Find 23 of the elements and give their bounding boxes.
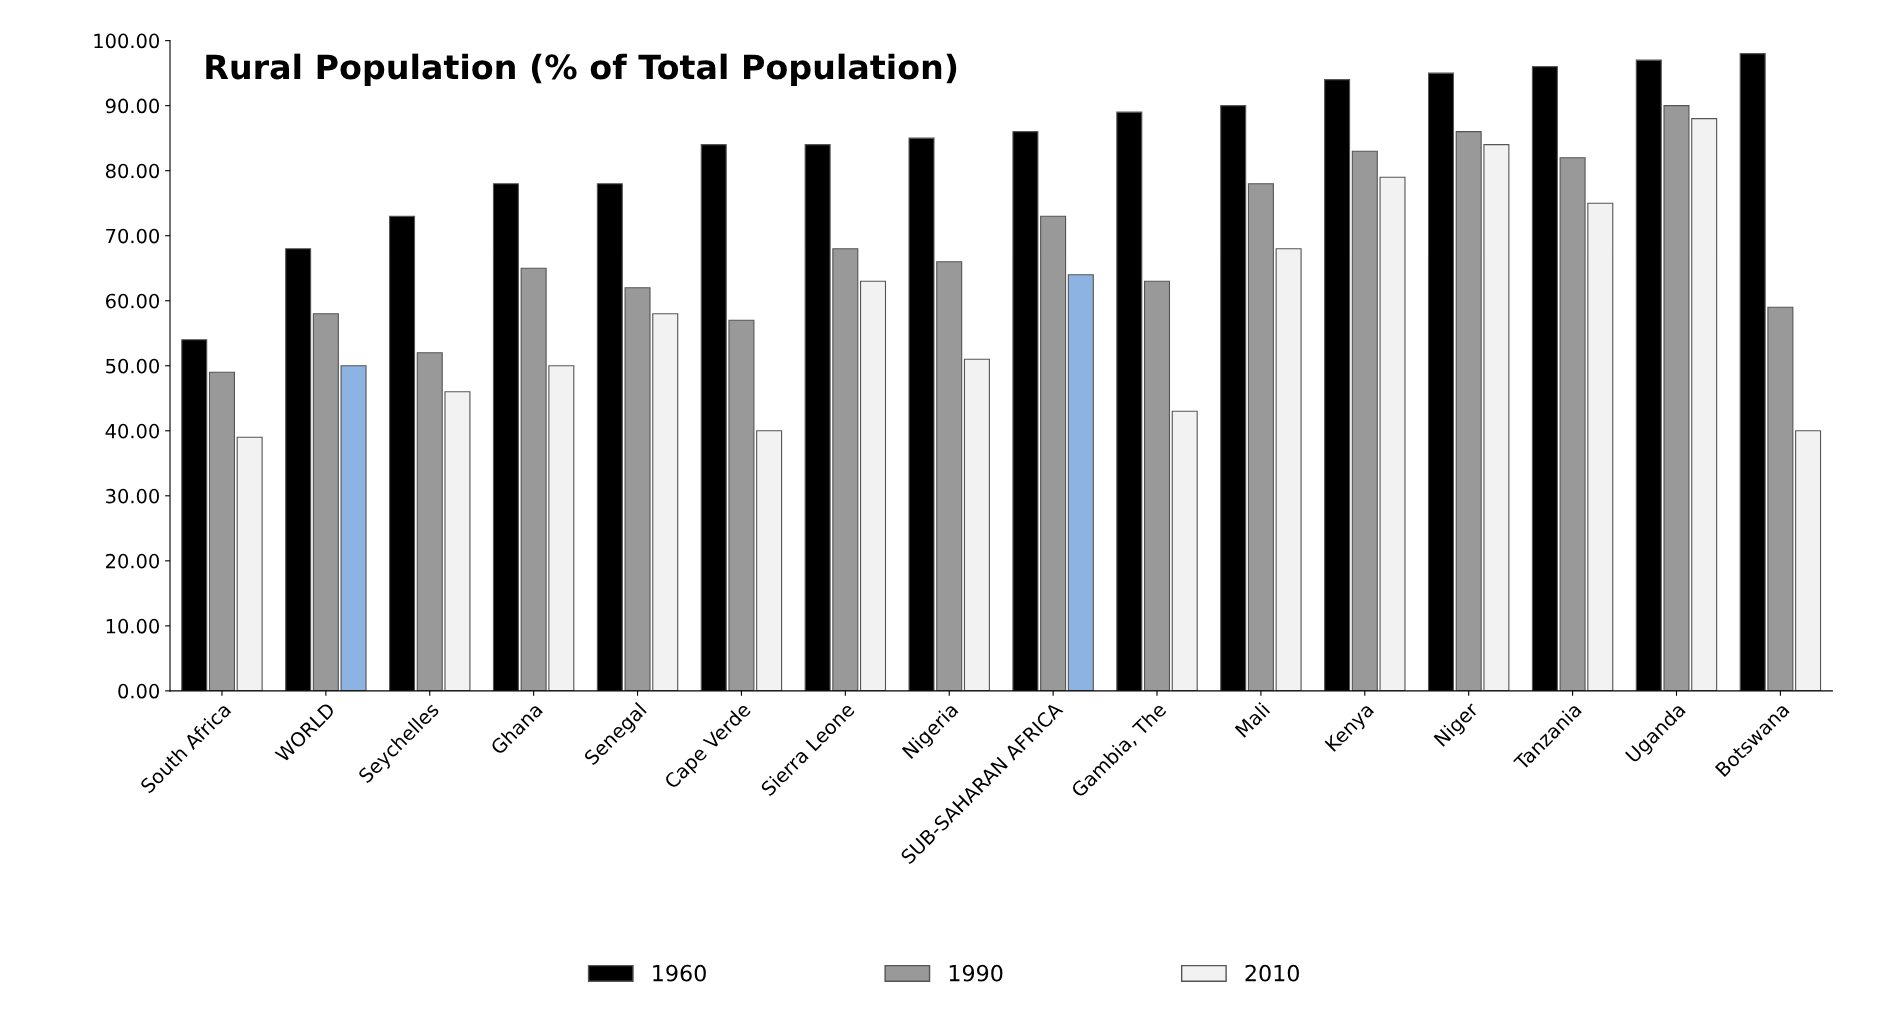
bar [1067, 274, 1094, 691]
bar [860, 280, 887, 691]
chart-title: Rural Population (% of Total Population) [206, 53, 957, 86]
bar [236, 436, 263, 691]
y-tick-label: 100.00 [94, 33, 159, 49]
y-tick-label: 0.00 [118, 683, 159, 699]
legend-label: 1960 [653, 964, 706, 982]
legend-label: 1990 [949, 964, 1003, 982]
y-tick-label: 20.00 [106, 553, 159, 569]
y-tick-label: 10.00 [106, 618, 159, 634]
y-tick-label: 70.00 [106, 228, 159, 244]
legend-label: 2010 [1245, 964, 1299, 982]
bar [1795, 430, 1822, 691]
bar [1143, 280, 1171, 691]
y-tick-label: 40.00 [105, 423, 159, 439]
y-tick-label: 50.00 [106, 358, 159, 374]
y-tick-label: 30.00 [106, 488, 159, 504]
bar [963, 358, 990, 691]
y-tick-label: 60.00 [105, 293, 159, 309]
bar [208, 371, 235, 691]
bar [1171, 410, 1198, 691]
y-tick-label: 80.00 [105, 163, 159, 179]
y-tick-label: 90.00 [105, 98, 159, 114]
